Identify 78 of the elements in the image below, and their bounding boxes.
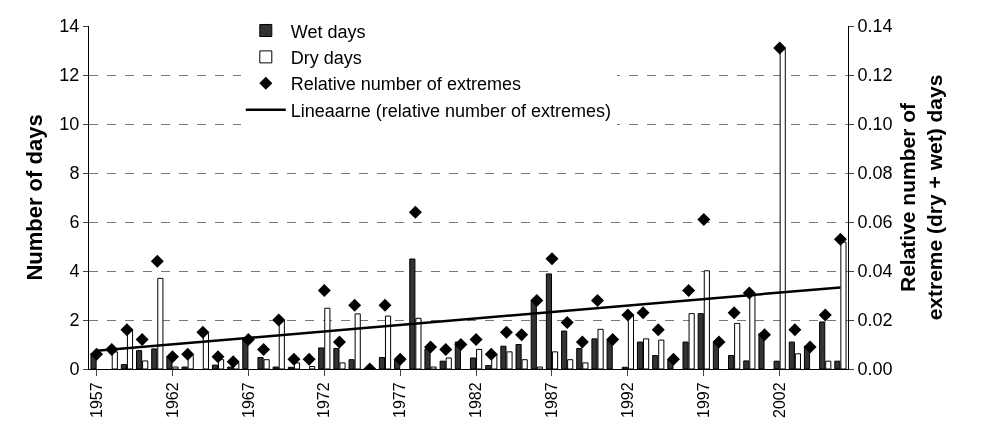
y2-tick-label: 0.14 bbox=[857, 16, 893, 37]
x-tick-label: 1967 bbox=[239, 382, 257, 418]
point bbox=[560, 315, 574, 329]
y-tick-label: 10 bbox=[59, 114, 80, 135]
point bbox=[606, 333, 620, 347]
y-tick-label: 8 bbox=[69, 163, 80, 184]
y2-tick-label: 0.10 bbox=[857, 114, 893, 135]
x-tick-label: 1977 bbox=[391, 382, 409, 418]
x-tick-label: 1987 bbox=[543, 382, 561, 418]
point bbox=[454, 338, 468, 351]
point bbox=[530, 293, 544, 307]
point bbox=[181, 347, 195, 361]
point bbox=[120, 323, 134, 337]
y-axis-title: Number of days bbox=[22, 114, 48, 281]
point bbox=[727, 306, 741, 320]
point bbox=[90, 347, 104, 361]
point bbox=[803, 340, 817, 354]
point bbox=[636, 306, 650, 320]
point bbox=[302, 352, 316, 366]
x-tick-label: 1962 bbox=[163, 382, 181, 418]
y2-tick-label: 0.12 bbox=[857, 65, 893, 86]
y-tick-label: 0 bbox=[69, 359, 80, 380]
point bbox=[697, 213, 711, 227]
point bbox=[833, 232, 847, 246]
point bbox=[545, 252, 559, 266]
point bbox=[773, 41, 787, 55]
point bbox=[666, 352, 680, 366]
x-tick-label: 1992 bbox=[619, 382, 637, 418]
point bbox=[408, 205, 422, 219]
point bbox=[348, 298, 362, 312]
point bbox=[150, 254, 164, 268]
x-tick-label: 2002 bbox=[770, 382, 788, 418]
point bbox=[621, 308, 635, 322]
point bbox=[575, 335, 589, 349]
x-tick-label: 1957 bbox=[87, 382, 105, 418]
point bbox=[682, 284, 696, 298]
x-tick-label: 1997 bbox=[694, 382, 712, 418]
legend-label: Relative number of extremes bbox=[290, 74, 521, 95]
y-tick-label: 4 bbox=[69, 261, 80, 282]
y2-tick-label: 0.02 bbox=[857, 310, 893, 331]
y2-tick-label: 0.04 bbox=[857, 261, 893, 282]
y2-tick-label: 0.08 bbox=[857, 163, 893, 184]
point bbox=[758, 328, 772, 342]
point bbox=[424, 340, 438, 354]
point bbox=[272, 313, 286, 327]
point bbox=[712, 335, 726, 349]
y2-tick-label: 0.06 bbox=[857, 212, 893, 233]
point bbox=[818, 308, 832, 322]
point bbox=[196, 325, 210, 339]
point bbox=[439, 342, 453, 356]
point bbox=[393, 352, 407, 366]
x-tick-label: 1972 bbox=[315, 382, 333, 418]
y-tick-label: 6 bbox=[69, 212, 80, 233]
point bbox=[499, 325, 513, 339]
point bbox=[591, 293, 605, 307]
point bbox=[287, 352, 301, 366]
point bbox=[257, 342, 271, 356]
point bbox=[135, 333, 149, 347]
point bbox=[226, 355, 240, 369]
y-tick-label: 14 bbox=[59, 16, 80, 37]
legend-label: Wet days bbox=[290, 21, 366, 42]
point bbox=[211, 350, 225, 364]
y2-axis-title: Relative number of extreme (dry + wet) days bbox=[895, 74, 947, 321]
y-tick-label: 12 bbox=[59, 65, 80, 86]
point bbox=[165, 350, 179, 364]
point bbox=[788, 323, 802, 337]
point bbox=[332, 335, 346, 349]
y-tick-label: 2 bbox=[69, 310, 80, 331]
legend-label: Lineaarne (relative number of extremes) bbox=[290, 100, 611, 121]
point bbox=[469, 333, 483, 347]
point bbox=[515, 328, 529, 342]
x-tick-label: 1982 bbox=[467, 382, 485, 418]
y2-tick-label: 0.00 bbox=[857, 359, 893, 380]
point bbox=[317, 284, 331, 298]
point bbox=[378, 298, 392, 312]
legend-label: Dry days bbox=[290, 47, 362, 68]
point bbox=[484, 347, 498, 361]
point bbox=[651, 323, 665, 337]
